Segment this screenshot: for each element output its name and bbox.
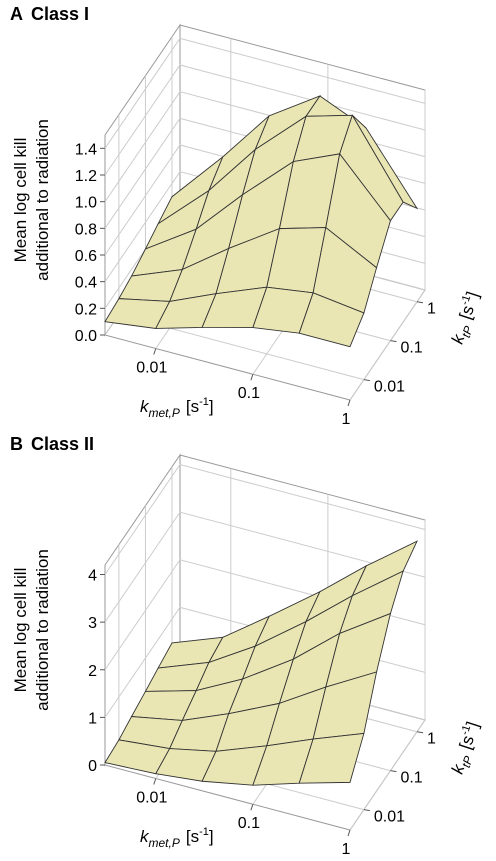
tick-mark bbox=[250, 374, 254, 381]
axis-unit-end: ] bbox=[209, 827, 214, 846]
tick-mark bbox=[390, 770, 397, 773]
tick-mark bbox=[363, 379, 370, 382]
z-tick-label: 0.0 bbox=[75, 328, 97, 345]
axis-unit: [s bbox=[186, 397, 199, 416]
x-tick-label: 1 bbox=[342, 411, 351, 428]
axis-superscript: -1 bbox=[199, 826, 209, 838]
axis-superscript: -1 bbox=[459, 724, 473, 737]
x-tick-label: 0.01 bbox=[136, 359, 167, 376]
tick-mark bbox=[153, 348, 157, 355]
x-axis-label: kmet,P [s-1] bbox=[140, 396, 214, 420]
z-axis-label: additional to radiation bbox=[33, 549, 52, 711]
z-tick-label: 4 bbox=[88, 568, 97, 585]
x-tick-label: 1 bbox=[342, 841, 351, 858]
axis-unit-end: ] bbox=[463, 289, 483, 299]
y-tick-label: 1 bbox=[427, 301, 436, 318]
z-tick-label: 0 bbox=[88, 758, 97, 775]
grid-line bbox=[104, 64, 426, 176]
surface-patch bbox=[298, 732, 365, 784]
axis-unit: [s bbox=[186, 827, 199, 846]
grid-line bbox=[349, 90, 426, 401]
tick-mark bbox=[390, 340, 397, 343]
panel-label: A bbox=[10, 4, 23, 24]
z-tick-label: 0.8 bbox=[75, 221, 97, 238]
tick-mark bbox=[347, 399, 351, 407]
axis-subscript: tP bbox=[459, 754, 476, 769]
y-tick-label: 0.1 bbox=[400, 770, 422, 787]
y-tick-label: 0.1 bbox=[400, 340, 422, 357]
axis-unit-end: ] bbox=[463, 719, 483, 729]
z-tick-label: 1.0 bbox=[75, 195, 97, 212]
axis-subscript: met,P bbox=[149, 836, 180, 850]
x-tick-label: 0.1 bbox=[238, 815, 260, 832]
title-text: Class II bbox=[31, 434, 94, 454]
axis-superscript: -1 bbox=[199, 396, 209, 408]
z-tick-label: 0.6 bbox=[75, 248, 97, 265]
surface-chart: A Class I 0.0 0.2 0.4 0.6 0.8 1.0 1.2 1.4 0.01 0.1 1… bbox=[10, 4, 486, 428]
z-axis-label: Mean log cell kill bbox=[11, 568, 30, 693]
panel-label: B bbox=[10, 434, 23, 454]
axis-symbol: k bbox=[140, 827, 150, 846]
tick-mark bbox=[363, 809, 370, 812]
chart-title: A Class I bbox=[10, 4, 89, 24]
tick-mark bbox=[250, 804, 254, 811]
z-tick-label: 3 bbox=[88, 615, 97, 632]
z-axis-label: additional to radiation bbox=[33, 119, 52, 281]
z-tick-label: 1 bbox=[88, 710, 97, 727]
y-axis-label: ktP[s-1] bbox=[447, 719, 486, 777]
axis-unit: [s bbox=[456, 303, 478, 321]
y-tick-label: 0.01 bbox=[374, 379, 405, 396]
chart-title: B Class II bbox=[10, 434, 94, 454]
axis-unit: [s bbox=[456, 733, 478, 751]
z-axis-label: Mean log cell kill bbox=[11, 138, 30, 263]
x-tick-label: 0.01 bbox=[136, 789, 167, 806]
surface-chart: B Class II 0 1 2 3 4 0.01 0.1 1 0.01 0.1 1 Mean log c… bbox=[10, 434, 486, 858]
grid-line bbox=[104, 511, 426, 623]
z-tick-label: 1.2 bbox=[75, 168, 97, 185]
z-tick-label: 1.4 bbox=[75, 141, 97, 158]
z-tick-label: 0.4 bbox=[75, 275, 97, 292]
axis-subscript: met,P bbox=[149, 406, 180, 420]
axis-superscript: -1 bbox=[459, 294, 473, 307]
y-axis-label: ktP[s-1] bbox=[447, 289, 486, 347]
axis-symbol: k bbox=[140, 397, 150, 416]
tick-mark bbox=[416, 731, 424, 734]
axis-subscript: tP bbox=[459, 324, 476, 339]
tick-mark bbox=[347, 829, 351, 837]
z-tick-label: 0.2 bbox=[75, 301, 97, 318]
grid-line bbox=[104, 37, 426, 149]
x-axis-label: kmet,P [s-1] bbox=[140, 826, 214, 850]
tick-mark bbox=[153, 778, 157, 785]
x-tick-label: 0.1 bbox=[238, 385, 260, 402]
y-tick-label: 0.01 bbox=[374, 809, 405, 826]
y-tick-label: 1 bbox=[427, 731, 436, 748]
title-text: Class I bbox=[31, 4, 89, 24]
grid-line bbox=[349, 520, 426, 831]
grid-line bbox=[104, 463, 426, 575]
z-tick-label: 2 bbox=[88, 663, 97, 680]
tick-mark bbox=[416, 301, 424, 304]
surface-patch bbox=[298, 292, 365, 348]
axis-unit-end: ] bbox=[209, 397, 214, 416]
